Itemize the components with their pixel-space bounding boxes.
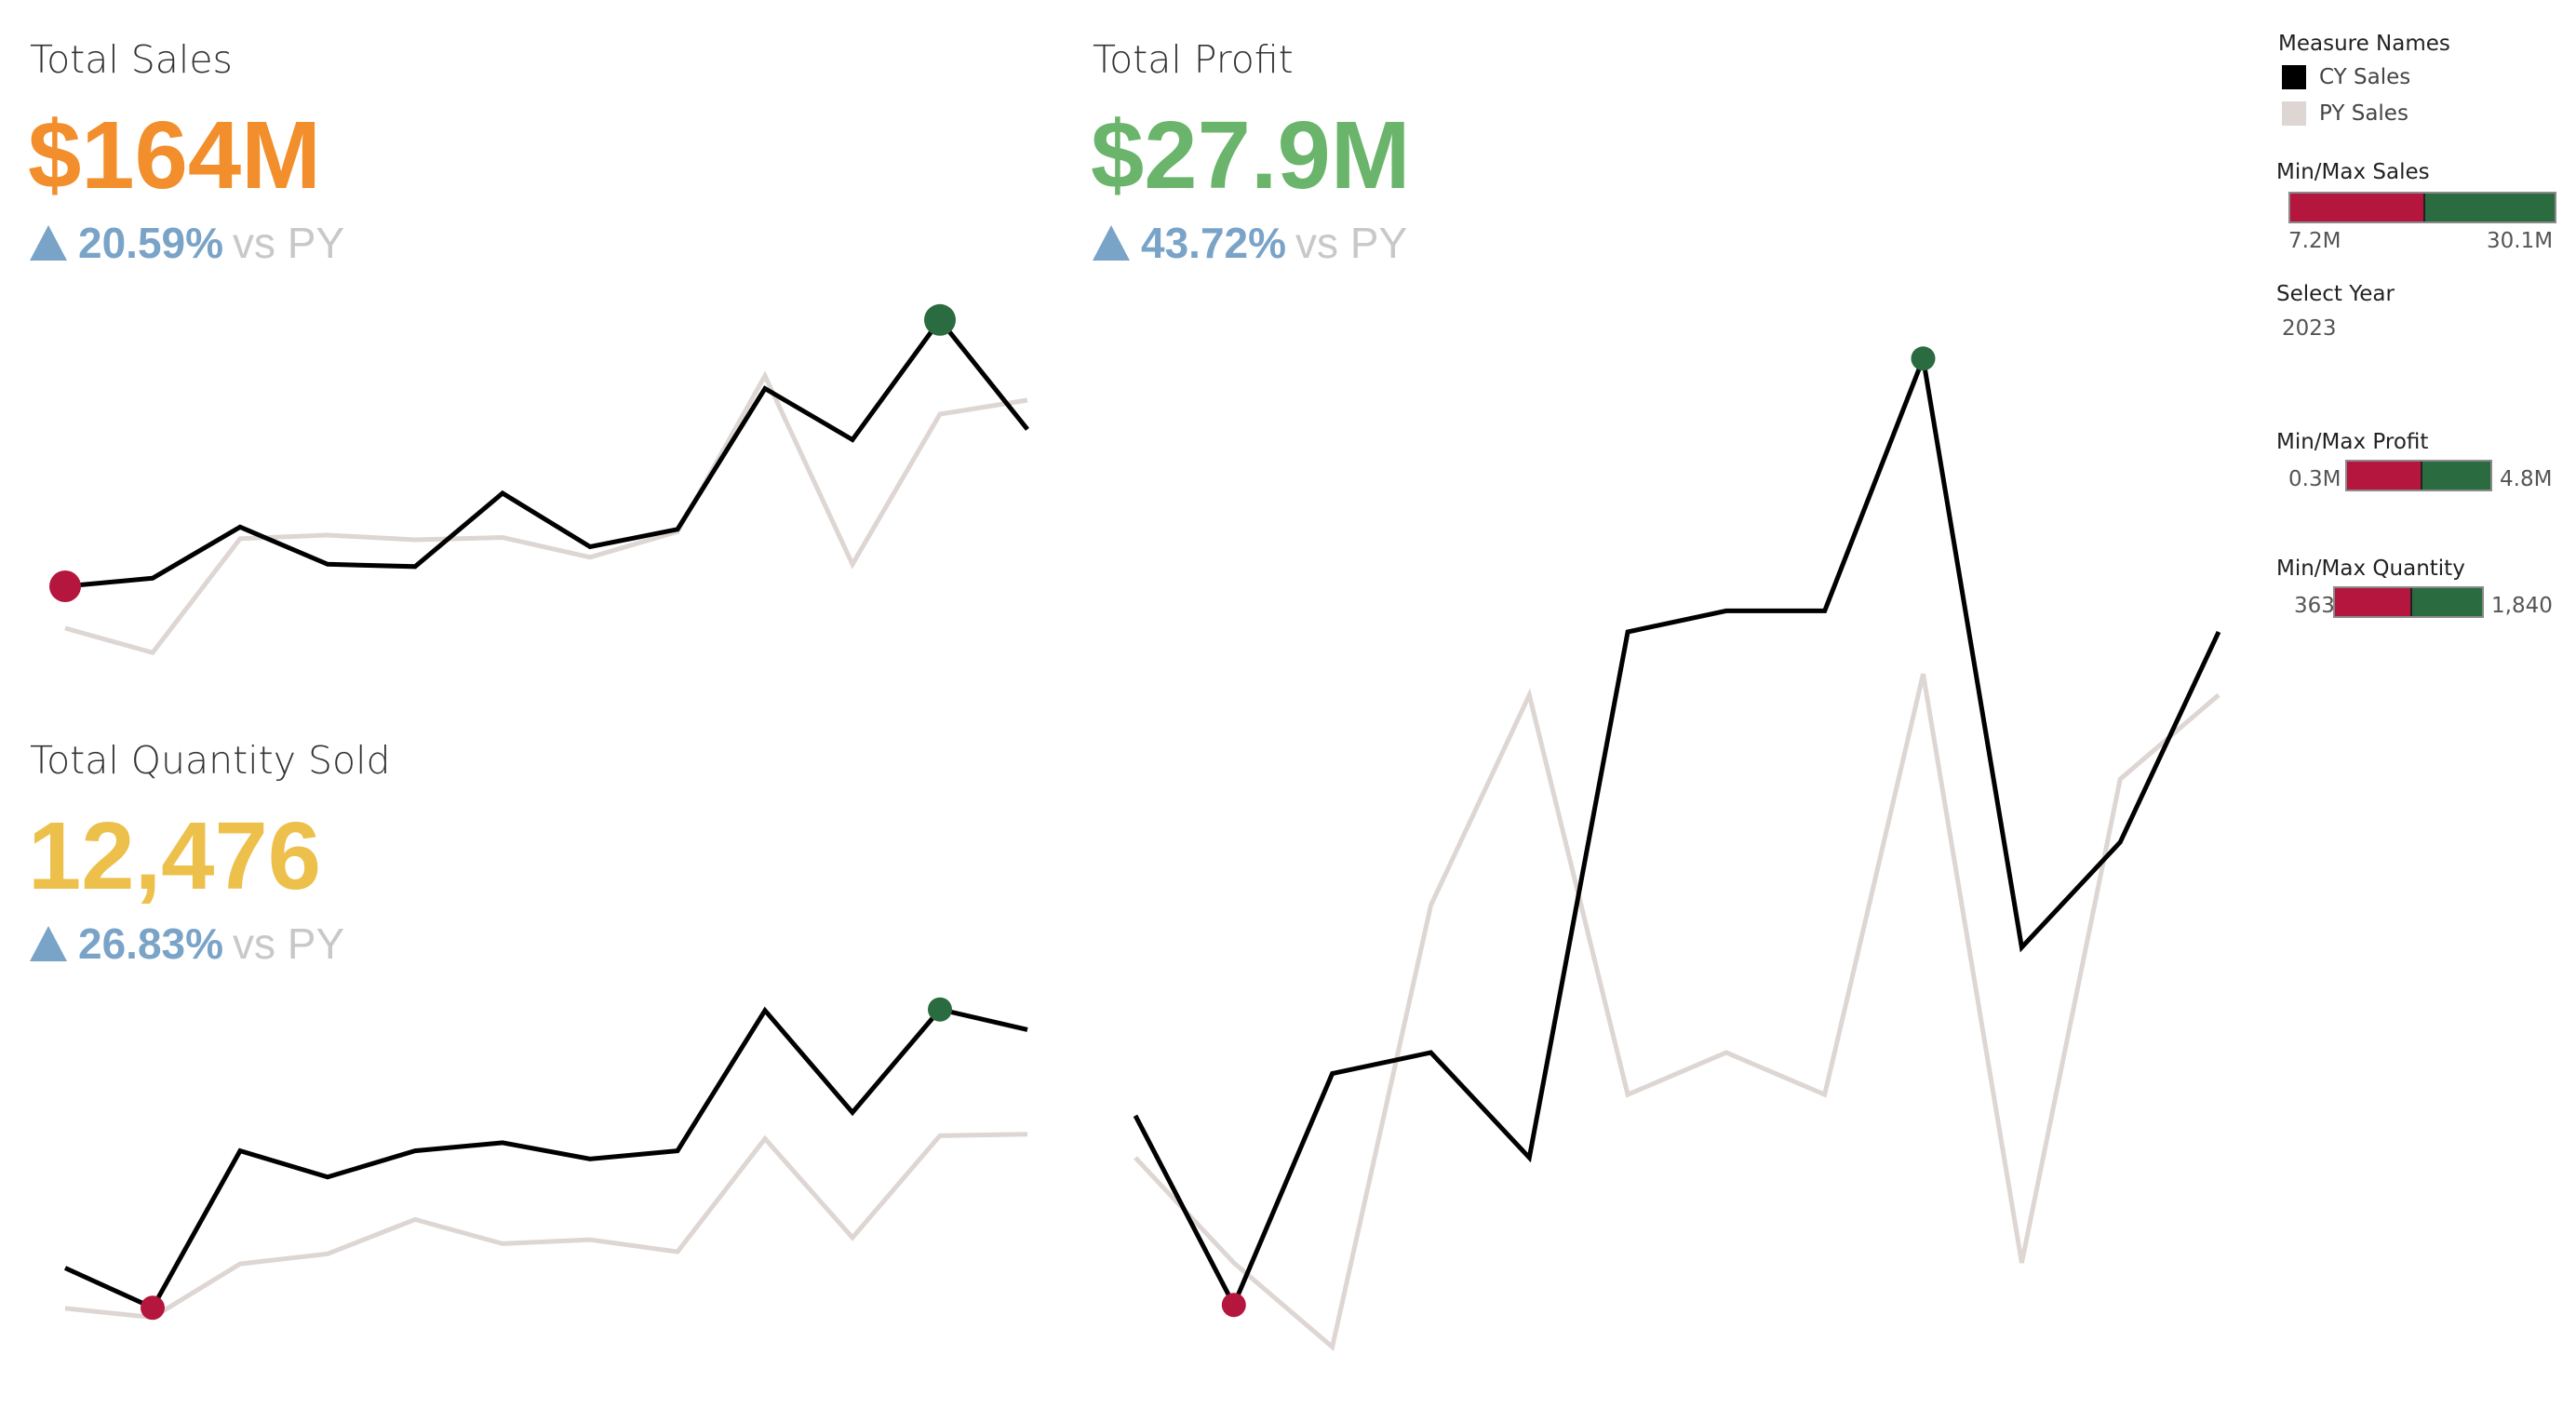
min-max-profit-title: Min/Max Profit: [2276, 430, 2429, 454]
sales-max-marker[interactable]: [924, 303, 956, 336]
sales-vs-label: vs PY: [233, 219, 345, 267]
profit-value: $27.9M: [1091, 101, 1411, 208]
select-year-value[interactable]: 2023: [2282, 316, 2337, 341]
legend-label-py: PY Sales: [2319, 101, 2408, 126]
profit-cy-line: [1133, 349, 2221, 1311]
sales-cy-line: [64, 315, 1029, 589]
sales-value: $164M: [28, 101, 321, 208]
quantity-min-marker[interactable]: [141, 1295, 165, 1321]
legend-item-py[interactable]: PY Sales: [2282, 101, 2408, 126]
quantity-chart: [63, 997, 1028, 1321]
sales-title: Total Sales: [30, 37, 233, 82]
quantity-vs-label: vs PY: [233, 919, 345, 968]
cy-swatch: [2282, 65, 2306, 89]
measure-names-title: Measure Names: [2278, 32, 2450, 56]
min-max-quantity-bar: [2333, 586, 2484, 618]
quantity-cy-line: [63, 1006, 1028, 1311]
max-quantity-label: 1,840: [2491, 594, 2553, 618]
quantity-change: 26.83% vs PY: [30, 919, 344, 969]
profit-py-line: [1134, 673, 2220, 1351]
min-profit-label: 0.3M: [2288, 467, 2341, 491]
profit-chart: [1133, 346, 2221, 1351]
sales-change-pct: 20.59%: [78, 219, 224, 267]
profit-max-marker[interactable]: [1911, 346, 1936, 371]
min-max-sales-title: Min/Max Sales: [2276, 160, 2430, 184]
legend-label-cy: CY Sales: [2319, 65, 2411, 89]
profit-change: 43.72% vs PY: [1093, 218, 1407, 268]
legend-item-cy[interactable]: CY Sales: [2282, 65, 2410, 89]
sales-min-marker[interactable]: [49, 570, 81, 602]
up-triangle-icon: [30, 926, 67, 961]
profit-title: Total Profit: [1093, 37, 1294, 82]
py-swatch: [2282, 101, 2306, 126]
profit-change-pct: 43.72%: [1141, 219, 1287, 267]
quantity-change-pct: 26.83%: [78, 919, 224, 968]
quantity-title: Total Quantity Sold: [30, 738, 391, 783]
sales-change: 20.59% vs PY: [30, 218, 344, 268]
min-quantity-segment: [2335, 588, 2410, 616]
min-max-quantity-title: Min/Max Quantity: [2276, 557, 2465, 581]
profit-vs-label: vs PY: [1295, 219, 1408, 267]
min-max-profit-bar: [2345, 460, 2492, 491]
up-triangle-icon: [30, 225, 67, 261]
sales-py-line: [64, 370, 1028, 656]
min-sales-label: 7.2M: [2288, 229, 2341, 253]
max-sales-label: 30.1M: [2487, 229, 2554, 253]
max-profit-label: 4.8M: [2500, 467, 2553, 491]
quantity-max-marker[interactable]: [928, 997, 952, 1022]
select-year-title: Select Year: [2276, 282, 2395, 306]
up-triangle-icon: [1093, 225, 1130, 261]
max-quantity-segment: [2410, 588, 2482, 616]
min-max-sales-bar: [2288, 192, 2556, 223]
profit-min-marker[interactable]: [1221, 1293, 1246, 1318]
quantity-py-line: [64, 1132, 1028, 1321]
min-sales-segment: [2290, 194, 2423, 221]
max-profit-segment: [2421, 462, 2490, 490]
max-sales-segment: [2423, 194, 2555, 221]
sales-chart: [49, 303, 1029, 656]
min-profit-segment: [2347, 462, 2421, 490]
quantity-value: 12,476: [28, 802, 322, 909]
min-quantity-label: 363: [2294, 594, 2335, 618]
